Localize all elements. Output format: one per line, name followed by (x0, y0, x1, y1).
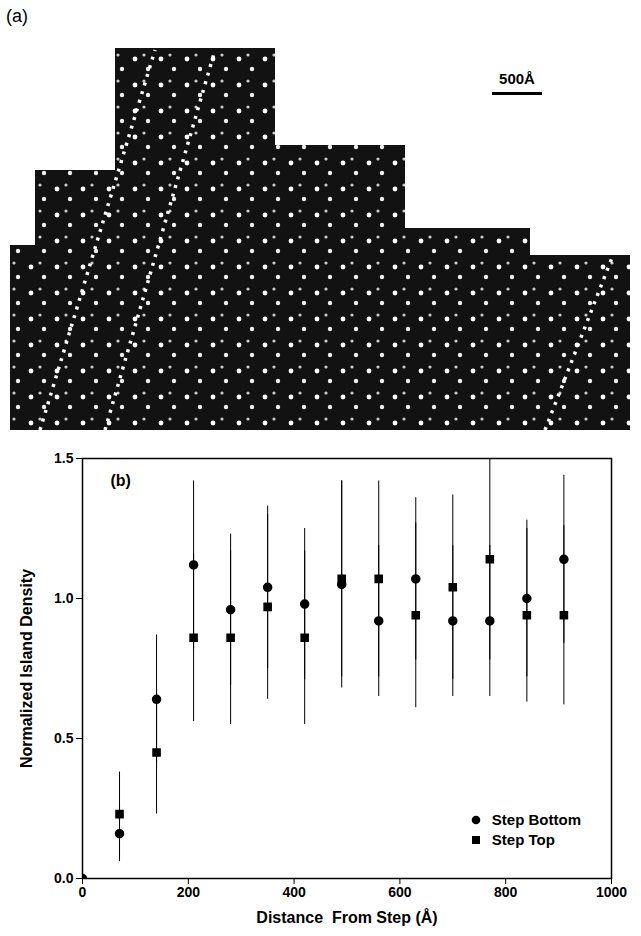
svg-text:1000: 1000 (596, 884, 627, 900)
svg-text:400: 400 (282, 884, 306, 900)
svg-text:Normalized Island Density: Normalized Island Density (18, 569, 35, 768)
svg-text:800: 800 (494, 884, 518, 900)
svg-text:1.0: 1.0 (54, 590, 74, 606)
svg-text:500Å: 500Å (499, 70, 535, 87)
svg-text:200: 200 (177, 884, 201, 900)
svg-text:600: 600 (388, 884, 412, 900)
html-text:Step Bottom: Step Bottom (491, 811, 581, 828)
svg-text:0: 0 (79, 884, 87, 900)
svg-text:1.5: 1.5 (54, 450, 74, 466)
svg-text:0.0: 0.0 (54, 870, 74, 886)
html-text:Step Top: Step Top (491, 831, 555, 848)
svg-text:Distance From Step (Å): Distance From Step (Å) (256, 908, 437, 926)
svg-text:0.5: 0.5 (54, 730, 74, 746)
svg-text:(b): (b) (111, 472, 131, 489)
svg-text:(a): (a) (6, 6, 28, 26)
